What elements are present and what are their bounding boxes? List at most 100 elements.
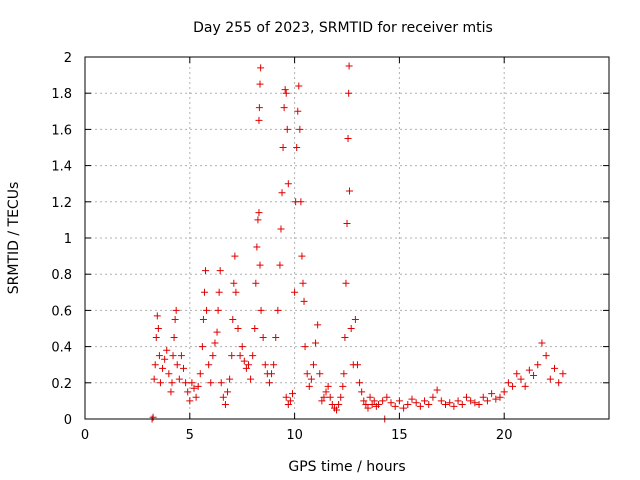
data-point [194,382,202,390]
data-point [159,364,167,372]
data-point [190,384,198,392]
y-axis-label: SRMTID / TECUs [6,182,22,295]
y-tick-label: 1.2 [51,196,72,211]
data-point [205,361,213,369]
data-point [203,306,211,314]
data-point [180,364,188,372]
data-point [370,397,378,405]
data-point [429,393,437,401]
data-point [280,104,288,112]
data-point [442,401,450,409]
data-point [314,321,322,329]
data-point [202,267,210,275]
data-point [217,379,225,387]
data-point [255,104,263,112]
data-point [256,80,264,88]
data-point [395,397,403,405]
data-point [289,390,297,398]
data-point [546,375,554,383]
data-point [492,395,500,403]
data-point [300,297,308,305]
data-point [254,216,262,224]
data-point [509,382,517,390]
data-point [215,288,223,296]
data-point [404,401,412,409]
data-point [345,62,353,70]
data-point [542,352,550,360]
x-tick-label: 5 [186,428,194,443]
data-point [207,379,215,387]
data-point [175,375,183,383]
data-point [276,261,284,269]
data-point [408,395,416,403]
data-point [196,370,204,378]
data-point [293,144,301,151]
data-point [303,370,311,378]
data-point [151,361,159,369]
data-point [291,288,299,296]
data-point [251,325,259,332]
data-point [156,379,164,387]
data-point [286,397,294,405]
data-point [184,388,192,396]
data-point [475,401,483,409]
y-tick-label: 1 [64,232,72,247]
data-point [214,306,222,314]
data-point [249,352,257,360]
data-point [255,116,263,124]
data-point [270,361,278,369]
y-tick-label: 2 [64,51,72,66]
x-tick-label: 15 [391,428,408,443]
data-point [496,393,504,401]
data-point [324,382,332,390]
data-point [168,379,176,387]
data-point [450,402,458,410]
data-point [446,399,454,407]
data-point [301,343,309,351]
data-point [339,382,347,390]
data-point [341,334,349,342]
data-point [255,209,263,217]
data-point [282,393,290,401]
data-point [155,352,163,360]
y-tick-label: 0 [64,413,72,428]
data-point [351,315,359,323]
data-point [504,379,512,387]
data-point [538,339,546,347]
data-point [462,393,470,401]
data-points [148,62,567,423]
data-point [525,366,533,374]
y-tick-label: 0.6 [51,304,72,319]
data-point [171,315,179,323]
data-point [268,370,276,378]
data-point [252,279,260,287]
y-tick-label: 1.8 [51,87,72,102]
data-point [322,388,330,396]
data-point [328,401,336,409]
y-tick-label: 0.4 [51,341,72,356]
data-point [149,413,157,421]
grid [85,57,609,419]
data-point [163,346,171,354]
data-point [559,370,567,378]
data-point [467,397,475,405]
data-point [337,393,345,401]
data-point [177,352,185,360]
data-point [242,364,250,372]
data-point [347,325,355,332]
data-point [387,399,395,407]
data-point [154,325,162,332]
data-point [172,306,180,314]
data-point [161,355,169,363]
data-point [283,125,291,133]
data-point [213,328,221,336]
data-point [305,382,313,390]
y-tick-label: 0.8 [51,268,72,283]
data-point [200,288,208,296]
data-point [551,364,559,372]
data-point [295,82,303,90]
data-point [344,134,352,142]
data-point [211,339,219,347]
data-point [192,393,200,401]
data-point [433,386,441,394]
